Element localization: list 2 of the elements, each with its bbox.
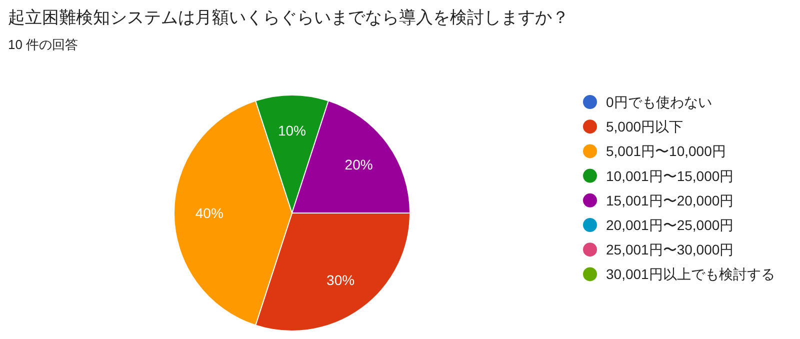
subtitle: 10 件の回答 (8, 37, 78, 52)
title: 起立困難検知システムは月額いくらぐらいまでなら導入を検討しますか？ (8, 8, 569, 27)
